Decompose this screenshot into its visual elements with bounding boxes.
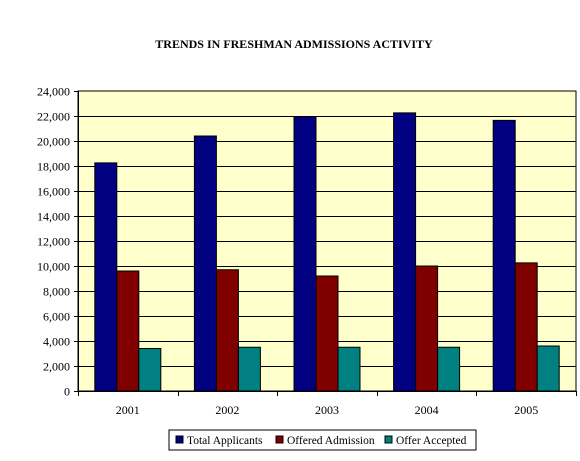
y-tick-label: 22,000 xyxy=(37,110,70,124)
y-tick-label: 4,000 xyxy=(43,335,70,349)
bar-offered-admission xyxy=(315,275,339,392)
y-tick-label: 8,000 xyxy=(43,285,70,299)
legend-label: Offer Accepted xyxy=(396,435,467,447)
bar-offer-accepted xyxy=(536,345,560,392)
x-tick-label: 2002 xyxy=(215,403,239,417)
legend-box xyxy=(168,429,477,451)
y-tick-label: 16,000 xyxy=(37,185,70,199)
bars xyxy=(94,112,560,392)
legend-swatch xyxy=(275,435,284,444)
bar-total-applicants xyxy=(293,116,317,392)
bar-total-applicants xyxy=(193,135,217,392)
legend: Total Applicants Offered Admission Offer A… xyxy=(168,429,477,451)
bar-offer-accepted xyxy=(337,346,361,392)
y-tick-label: 10,000 xyxy=(37,260,70,274)
y-tick-label: 14,000 xyxy=(37,210,70,224)
bar-offered-admission xyxy=(116,270,140,392)
bar-total-applicants xyxy=(492,119,516,392)
y-tick-label: 6,000 xyxy=(43,310,70,324)
bar-offered-admission xyxy=(415,265,439,392)
bar-offer-accepted xyxy=(437,346,461,392)
y-tick-label: 2,000 xyxy=(43,360,70,374)
y-tick-label: 20,000 xyxy=(37,135,70,149)
x-tick-labels: 2001 2002 2003 2004 2005 xyxy=(116,403,538,417)
y-tick-label: 18,000 xyxy=(37,160,70,174)
bar-offer-accepted xyxy=(237,346,261,392)
bar-offered-admission xyxy=(215,269,239,392)
bar-offered-admission xyxy=(514,262,538,392)
x-tick-label: 2004 xyxy=(415,403,439,417)
x-tick-label: 2001 xyxy=(116,403,140,417)
y-tick-label: 12,000 xyxy=(37,235,70,249)
bar-offer-accepted xyxy=(138,348,162,392)
bar-total-applicants xyxy=(393,112,417,392)
chart-title: TRENDS IN FRESHMAN ADMISSIONS ACTIVITY xyxy=(155,37,433,51)
legend-swatch xyxy=(175,435,184,444)
x-tick-label: 2003 xyxy=(315,403,339,417)
legend-label: Total Applicants xyxy=(187,435,263,447)
y-tick-label: 24,000 xyxy=(37,85,70,99)
legend-swatch xyxy=(384,435,393,444)
x-tick-label: 2005 xyxy=(514,403,538,417)
legend-label: Offered Admission xyxy=(287,435,375,447)
y-tick-label: 0 xyxy=(64,385,70,399)
bar-total-applicants xyxy=(94,162,118,392)
y-tick-labels: 0 2,000 4,000 6,000 8,000 10,000 12,000 14,000 1… xyxy=(37,85,70,399)
axes xyxy=(74,91,577,396)
